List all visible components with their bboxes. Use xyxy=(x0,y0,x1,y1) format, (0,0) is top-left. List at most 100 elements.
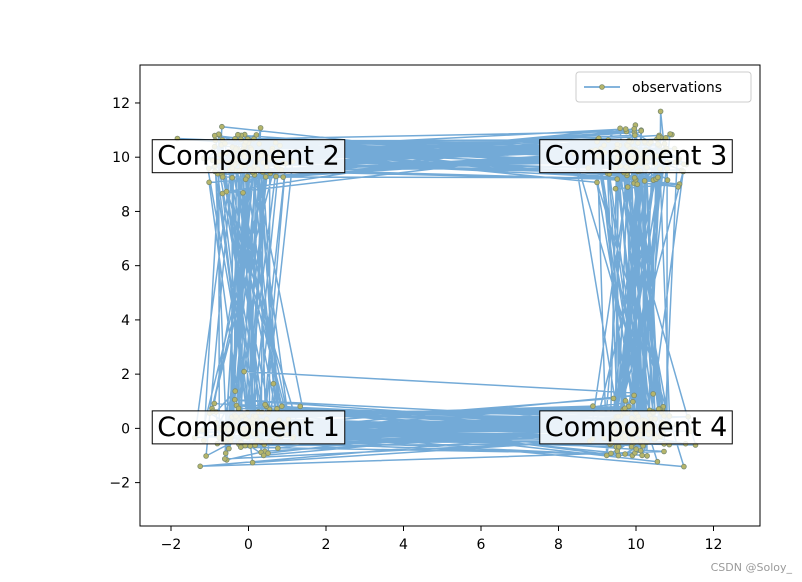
observation-point xyxy=(297,403,304,410)
observation-point xyxy=(219,174,226,180)
observation-point xyxy=(590,403,596,409)
observation-point xyxy=(667,131,673,137)
observation-point xyxy=(222,456,228,462)
y-tick-label: 2 xyxy=(121,367,130,383)
x-tick-label: −2 xyxy=(161,537,182,553)
y-tick-label: −2 xyxy=(109,476,130,492)
observation-point xyxy=(637,447,644,454)
observation-point xyxy=(664,177,671,183)
observation-point xyxy=(634,181,641,188)
observation-point xyxy=(639,452,645,459)
observation-point xyxy=(641,178,648,184)
observation-point xyxy=(280,174,287,180)
x-tick-label: 6 xyxy=(477,537,486,553)
observation-point xyxy=(235,131,241,138)
observation-point xyxy=(226,445,232,452)
observation-point xyxy=(632,132,638,139)
observation-point xyxy=(622,405,628,412)
observation-point xyxy=(232,396,238,403)
observation-point xyxy=(661,448,667,455)
observation-point xyxy=(249,459,256,466)
observation-point xyxy=(235,405,242,412)
observation-point xyxy=(624,184,631,190)
observation-point xyxy=(219,123,225,130)
y-tick-label: 0 xyxy=(121,421,130,437)
observation-point xyxy=(630,398,636,405)
y-tick-label: 6 xyxy=(121,259,130,275)
observation-point xyxy=(631,126,637,132)
plot-frame xyxy=(139,64,761,527)
observation-point xyxy=(265,450,271,457)
observation-point xyxy=(622,451,628,457)
observation-point xyxy=(654,458,661,465)
y-tick-label: 4 xyxy=(121,313,130,329)
y-tick-label: 10 xyxy=(112,150,130,166)
component-label-box xyxy=(151,410,346,445)
observation-point xyxy=(242,176,249,183)
x-tick-label: 12 xyxy=(705,537,723,553)
x-tick-label: 10 xyxy=(627,537,645,553)
observation-point xyxy=(615,452,622,459)
observation-point xyxy=(262,401,268,408)
observation-point xyxy=(631,392,637,399)
observation-point xyxy=(270,380,277,387)
component-label-3: Component 3 xyxy=(545,141,728,172)
observation-point xyxy=(622,126,629,132)
observation-point xyxy=(211,400,218,407)
observation-point xyxy=(655,174,661,181)
observation-point xyxy=(633,446,639,452)
component-label-2: Component 2 xyxy=(157,141,340,172)
observation-point xyxy=(631,175,638,181)
legend-label: observations xyxy=(632,80,722,96)
x-tick-label: 4 xyxy=(399,537,408,553)
watermark: CSDN @Soloy_ xyxy=(710,561,792,574)
observation-point xyxy=(594,179,600,186)
observation-point xyxy=(675,184,681,190)
observation-point xyxy=(262,174,269,180)
observation-point xyxy=(275,445,281,452)
observation-point xyxy=(197,463,204,470)
observation-point xyxy=(273,173,279,180)
observation-point xyxy=(644,453,650,459)
x-tick-label: 8 xyxy=(554,537,563,553)
observation-point xyxy=(278,403,285,410)
y-tick-label: 8 xyxy=(121,204,130,220)
observation-point xyxy=(229,174,236,181)
x-tick-label: 2 xyxy=(322,537,331,553)
observation-point xyxy=(253,132,260,138)
component-label-box xyxy=(151,139,346,174)
observation-point xyxy=(638,128,644,134)
observation-point xyxy=(260,452,267,459)
observation-point xyxy=(203,453,209,459)
component-label-box xyxy=(539,139,733,174)
observation-point xyxy=(614,176,620,182)
observation-point xyxy=(615,443,622,450)
observation-point xyxy=(241,368,247,375)
legend: observations xyxy=(575,71,752,103)
observation-point xyxy=(610,395,617,402)
observation-point xyxy=(223,188,230,195)
observation-point xyxy=(211,132,218,139)
observation-point xyxy=(257,125,264,131)
observation-point xyxy=(232,388,239,394)
observation-point xyxy=(655,134,662,140)
component-label-4: Component 4 xyxy=(545,412,728,443)
observation-point xyxy=(628,443,635,450)
axes: −2 0 2 4 6 8 10 12 −2 0 2 4 6 8 10 12 xyxy=(109,64,761,553)
x-tick-label: 0 xyxy=(244,537,253,553)
observation-point xyxy=(617,125,623,132)
observation-point xyxy=(222,450,229,457)
component-labels: Component 1 Component 2 Component 3 Compone… xyxy=(151,139,733,445)
observation-point xyxy=(238,444,244,451)
legend-marker xyxy=(599,84,605,90)
observation-point xyxy=(681,463,687,470)
observation-point xyxy=(206,179,212,186)
legend-box xyxy=(575,71,752,103)
component-label-1: Component 1 xyxy=(157,412,340,443)
observation-point xyxy=(622,397,629,404)
observation-point xyxy=(612,185,619,192)
observation-point xyxy=(240,190,246,196)
observation-point xyxy=(657,108,664,115)
y-tick-label: 12 xyxy=(112,96,130,112)
